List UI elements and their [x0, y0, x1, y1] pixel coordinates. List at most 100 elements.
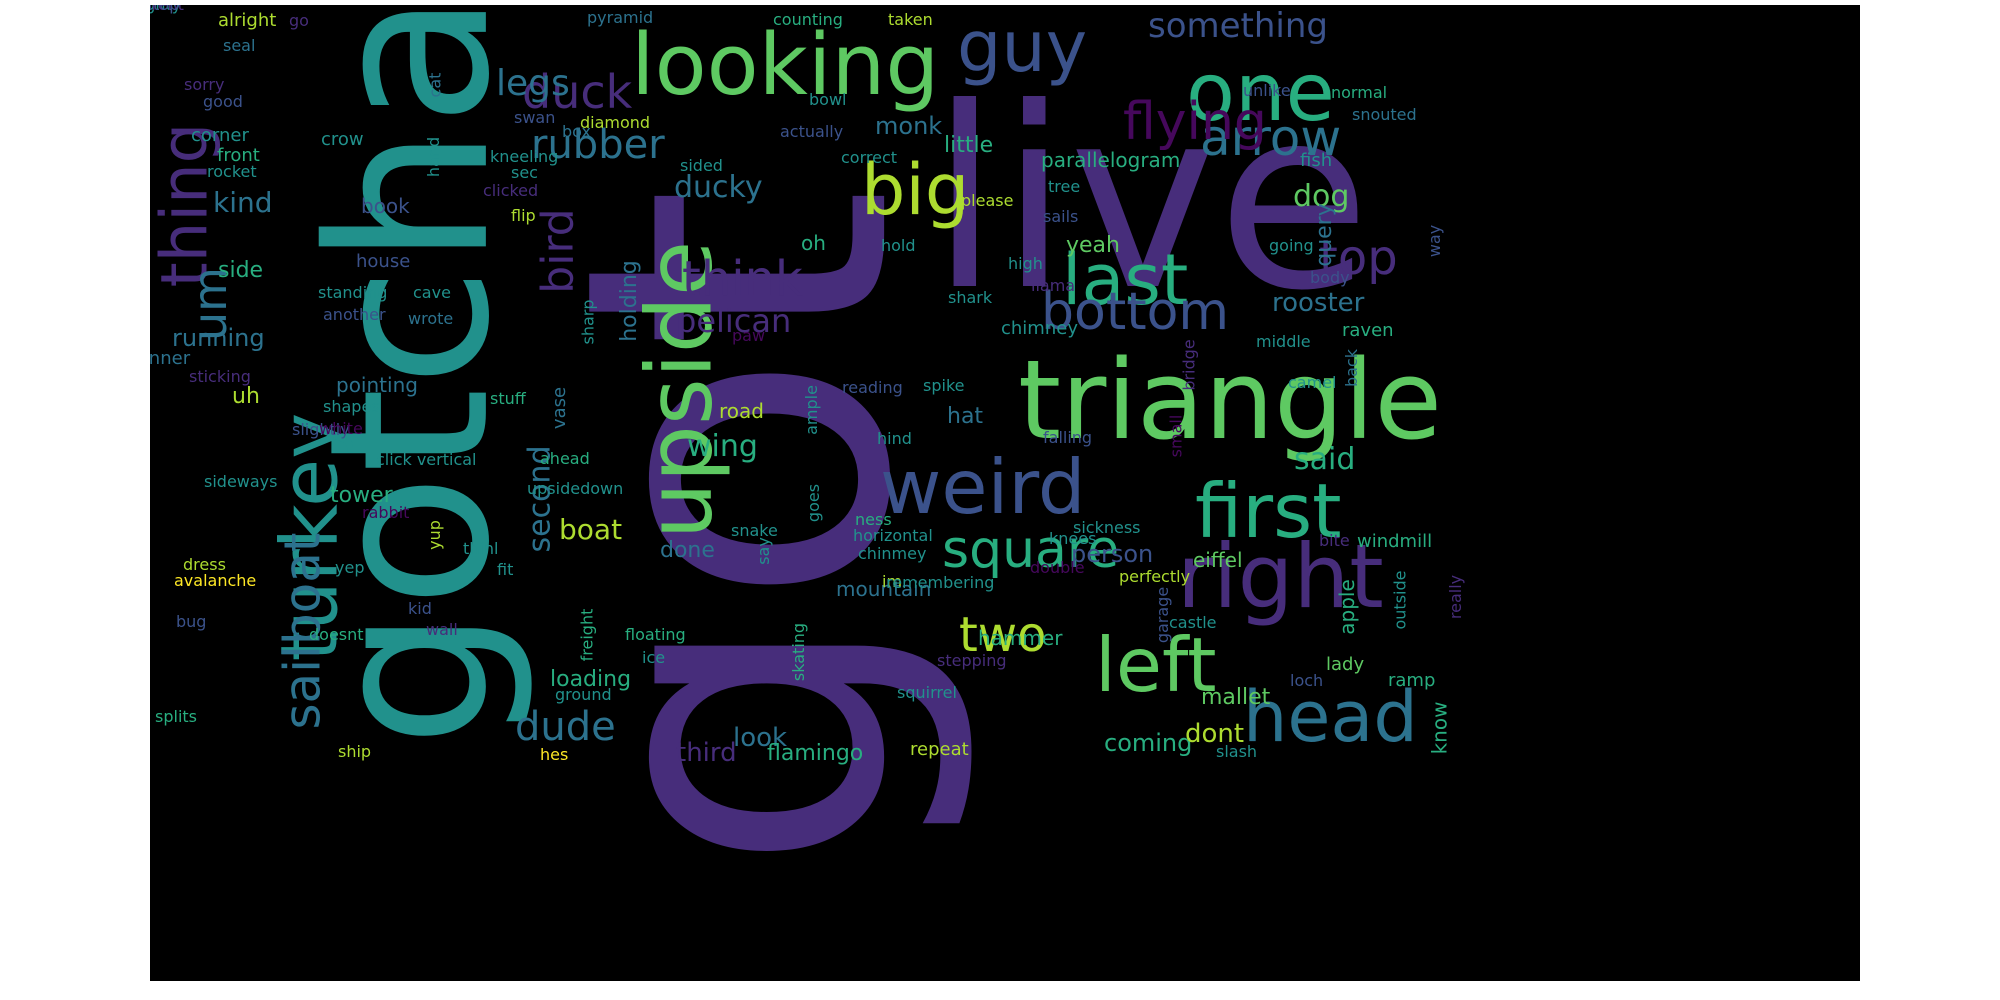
word-pelican: pelican — [676, 302, 792, 340]
word-legs: legs — [496, 63, 570, 104]
word-ship: ship — [338, 742, 372, 761]
word-middle: middle — [1256, 332, 1311, 351]
word-please: please — [961, 191, 1014, 210]
word-bridge: bridge — [1179, 339, 1199, 391]
word-sails: sails — [1043, 207, 1079, 226]
word-click-vertical: click vertical — [376, 450, 477, 469]
word-remembering: remembering — [886, 573, 995, 592]
word-sided: sided — [680, 156, 723, 175]
word-monk: monk — [875, 112, 943, 140]
word-knees: knees — [1049, 529, 1097, 548]
word-last: last — [1062, 239, 1189, 321]
word-rubber: rubber — [531, 122, 665, 168]
word-hat: hat — [947, 404, 984, 429]
word-diamond: diamond — [580, 113, 651, 132]
word-yeah: yeah — [1066, 233, 1120, 258]
word-castle: castle — [1169, 613, 1217, 632]
word-loading: loading — [550, 667, 632, 692]
word-upsidedown: upsidedown — [527, 479, 624, 498]
word-front: front — [217, 145, 260, 166]
word-way: way — [1425, 224, 1445, 258]
word-flamingo: flamingo — [767, 741, 864, 766]
word-say: say — [753, 537, 773, 565]
word-slash: slash — [1216, 742, 1258, 761]
word-boat: boat — [559, 513, 623, 546]
word-first: first — [1195, 467, 1342, 555]
word-pyramid: pyramid — [587, 8, 654, 27]
word-kid: kid — [408, 599, 432, 618]
word-paw: paw — [732, 326, 766, 345]
word-flip: flip — [511, 206, 536, 225]
word-done: done — [660, 538, 715, 563]
word-crow: crow — [321, 129, 364, 150]
word-holding: holding — [616, 260, 642, 342]
word-double: double — [1030, 558, 1085, 577]
word-sharp: sharp — [578, 299, 598, 345]
word-ramp: ramp — [1388, 670, 1436, 691]
word-spike: spike — [923, 376, 965, 395]
word-ducky: ducky — [674, 170, 763, 205]
word-parallelogram: parallelogram — [1041, 148, 1181, 172]
word-goes: goes — [804, 483, 824, 523]
word-mountain: mountain — [836, 577, 932, 601]
word-bowl: bowl — [809, 90, 847, 109]
word-triangle: triangle — [1018, 336, 1443, 464]
word-arrow: arrow — [1200, 109, 1342, 167]
word-llama: llama — [1031, 276, 1076, 295]
word-oh: oh — [801, 231, 826, 255]
word-high: high — [1008, 254, 1043, 273]
word-normal: normal — [1331, 83, 1388, 102]
word-thing: thing — [150, 122, 223, 288]
word-avalanche: avalanche — [174, 571, 257, 590]
word-coming: coming — [1104, 729, 1193, 757]
word-running: running — [172, 324, 265, 352]
word-top: top — [1319, 230, 1398, 286]
word-perfectly: perfectly — [1119, 567, 1191, 586]
word-cave: cave — [413, 283, 451, 302]
word-think: think — [682, 251, 803, 307]
word-seal: seal — [223, 36, 256, 55]
word-bird: bird — [532, 208, 584, 294]
word-dress: dress — [183, 555, 226, 574]
word-horizontal: horizontal — [853, 526, 933, 545]
word-snouted: snouted — [1352, 105, 1417, 124]
word-shark: shark — [948, 288, 993, 307]
word-body: body — [1310, 268, 1350, 287]
word-ground: ground — [555, 685, 612, 704]
word-pointing: pointing — [336, 373, 418, 397]
word-wrote: wrote — [408, 309, 454, 328]
word-wing: wing — [687, 429, 758, 464]
word-snake: snake — [731, 521, 778, 540]
word-alrighty: alrighty — [150, 5, 181, 13]
word-apple: apple — [1334, 579, 1359, 635]
word-box: box — [562, 122, 591, 141]
word-uh: uh — [232, 384, 260, 409]
word-floating: floating — [625, 625, 686, 644]
word-back: back — [1342, 348, 1362, 388]
word-raven: raven — [1342, 320, 1394, 341]
word-squirrel: squirrel — [897, 683, 957, 702]
word-fit: fit — [497, 560, 514, 579]
word-know: know — [1427, 701, 1452, 755]
word-vase: vase — [549, 386, 571, 430]
word-alright: alright — [218, 10, 277, 31]
word-dont: dont — [1185, 719, 1245, 749]
word-rabbit: rabbit — [362, 503, 410, 522]
word-looking: looking — [631, 16, 940, 115]
word-ice: ice — [642, 648, 666, 667]
word-ness: ness — [855, 510, 892, 529]
word-live: live — [930, 54, 1371, 345]
word-dog: dog — [1293, 179, 1350, 214]
word-right: right — [1177, 525, 1384, 628]
word-yup: yup — [424, 520, 444, 550]
word-head: head — [1243, 676, 1418, 758]
word-house: house — [356, 251, 411, 272]
word-outside: outside — [1390, 570, 1410, 630]
word-corner: corner — [191, 125, 249, 146]
word-sorry: sorry — [184, 75, 225, 94]
word-said: said — [1294, 442, 1356, 477]
word-book: book — [361, 194, 410, 218]
word-stepping: stepping — [937, 651, 1007, 670]
word-duck: duck — [522, 65, 633, 119]
word-camel: camel — [1288, 373, 1337, 392]
